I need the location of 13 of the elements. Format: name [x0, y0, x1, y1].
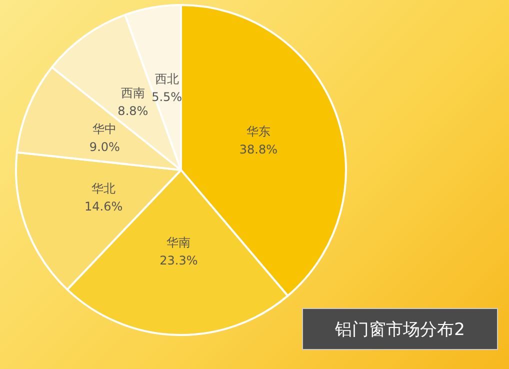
slice-label: 西南 [120, 86, 145, 100]
slice-label: 华南 [166, 236, 191, 250]
data-label: 38.8% [239, 142, 278, 157]
slice-label: 华北 [92, 182, 116, 196]
data-label: 23.3% [160, 254, 198, 268]
data-label: 14.6% [84, 200, 123, 214]
slice-label: 西北 [154, 72, 179, 86]
slice-label: 华东 [246, 124, 270, 139]
text: 铝门窗市场分布2 [302, 308, 498, 350]
data-label: 8.8% [118, 104, 148, 118]
slice-label: 华中 [92, 122, 117, 136]
data-label: 9.0% [89, 140, 120, 154]
data-label: 5.5% [152, 90, 182, 104]
